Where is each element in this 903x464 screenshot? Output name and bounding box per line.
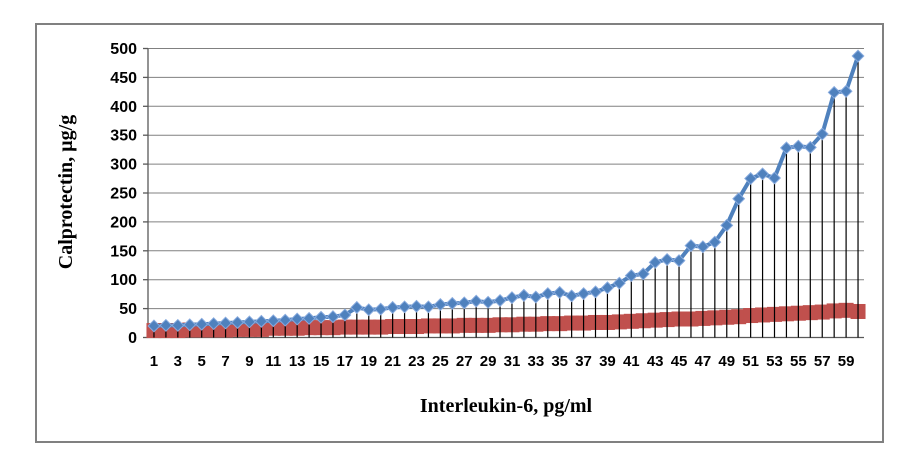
svg-text:53: 53 <box>766 353 783 370</box>
svg-text:5: 5 <box>198 353 206 370</box>
svg-text:15: 15 <box>313 353 330 370</box>
svg-text:400: 400 <box>110 99 137 116</box>
svg-text:25: 25 <box>432 353 449 370</box>
svg-text:1: 1 <box>150 353 158 370</box>
svg-text:450: 450 <box>110 70 137 87</box>
svg-text:7: 7 <box>221 353 229 370</box>
svg-text:100: 100 <box>110 272 137 289</box>
svg-text:0: 0 <box>128 330 137 347</box>
svg-text:37: 37 <box>575 353 592 370</box>
series-calprotectin <box>147 49 865 333</box>
svg-text:200: 200 <box>110 214 137 231</box>
svg-text:3: 3 <box>174 353 182 370</box>
svg-text:27: 27 <box>456 353 473 370</box>
svg-text:55: 55 <box>790 353 807 370</box>
svg-text:51: 51 <box>742 353 759 370</box>
svg-text:29: 29 <box>480 353 497 370</box>
svg-text:47: 47 <box>695 353 712 370</box>
svg-text:49: 49 <box>718 353 735 370</box>
svg-text:45: 45 <box>671 353 688 370</box>
x-axis-title: Interleukin-6, pg/ml <box>420 395 593 417</box>
svg-text:350: 350 <box>110 128 137 145</box>
svg-text:21: 21 <box>384 353 401 370</box>
svg-text:300: 300 <box>110 157 137 174</box>
drop-lines <box>153 56 859 338</box>
axes <box>143 47 864 339</box>
svg-text:31: 31 <box>504 353 521 370</box>
svg-text:43: 43 <box>647 353 664 370</box>
svg-text:57: 57 <box>814 353 831 370</box>
y-gridlines <box>148 48 864 310</box>
svg-text:39: 39 <box>599 353 616 370</box>
svg-text:35: 35 <box>551 353 568 370</box>
y-axis-title: Calprotectin, µg/g <box>55 115 77 269</box>
y-tick-labels: 0 50 100 150 200 250 300 350 400 450 500 <box>110 41 137 347</box>
svg-text:50: 50 <box>119 301 137 318</box>
svg-text:150: 150 <box>110 243 137 260</box>
svg-text:23: 23 <box>408 353 425 370</box>
svg-text:59: 59 <box>838 353 855 370</box>
x-tick-labels: 1 3 5 7 9 11 13 15 17 19 21 23 25 27 29 31 33 35 37 39 41 43 4… <box>150 353 855 370</box>
svg-text:41: 41 <box>623 353 640 370</box>
svg-text:11: 11 <box>265 353 281 370</box>
svg-text:19: 19 <box>360 353 377 370</box>
svg-text:33: 33 <box>527 353 544 370</box>
svg-text:13: 13 <box>289 353 306 370</box>
svg-text:500: 500 <box>110 41 137 58</box>
figure-border <box>35 23 884 443</box>
svg-text:9: 9 <box>245 353 253 370</box>
svg-text:17: 17 <box>337 353 354 370</box>
svg-text:250: 250 <box>110 186 137 203</box>
